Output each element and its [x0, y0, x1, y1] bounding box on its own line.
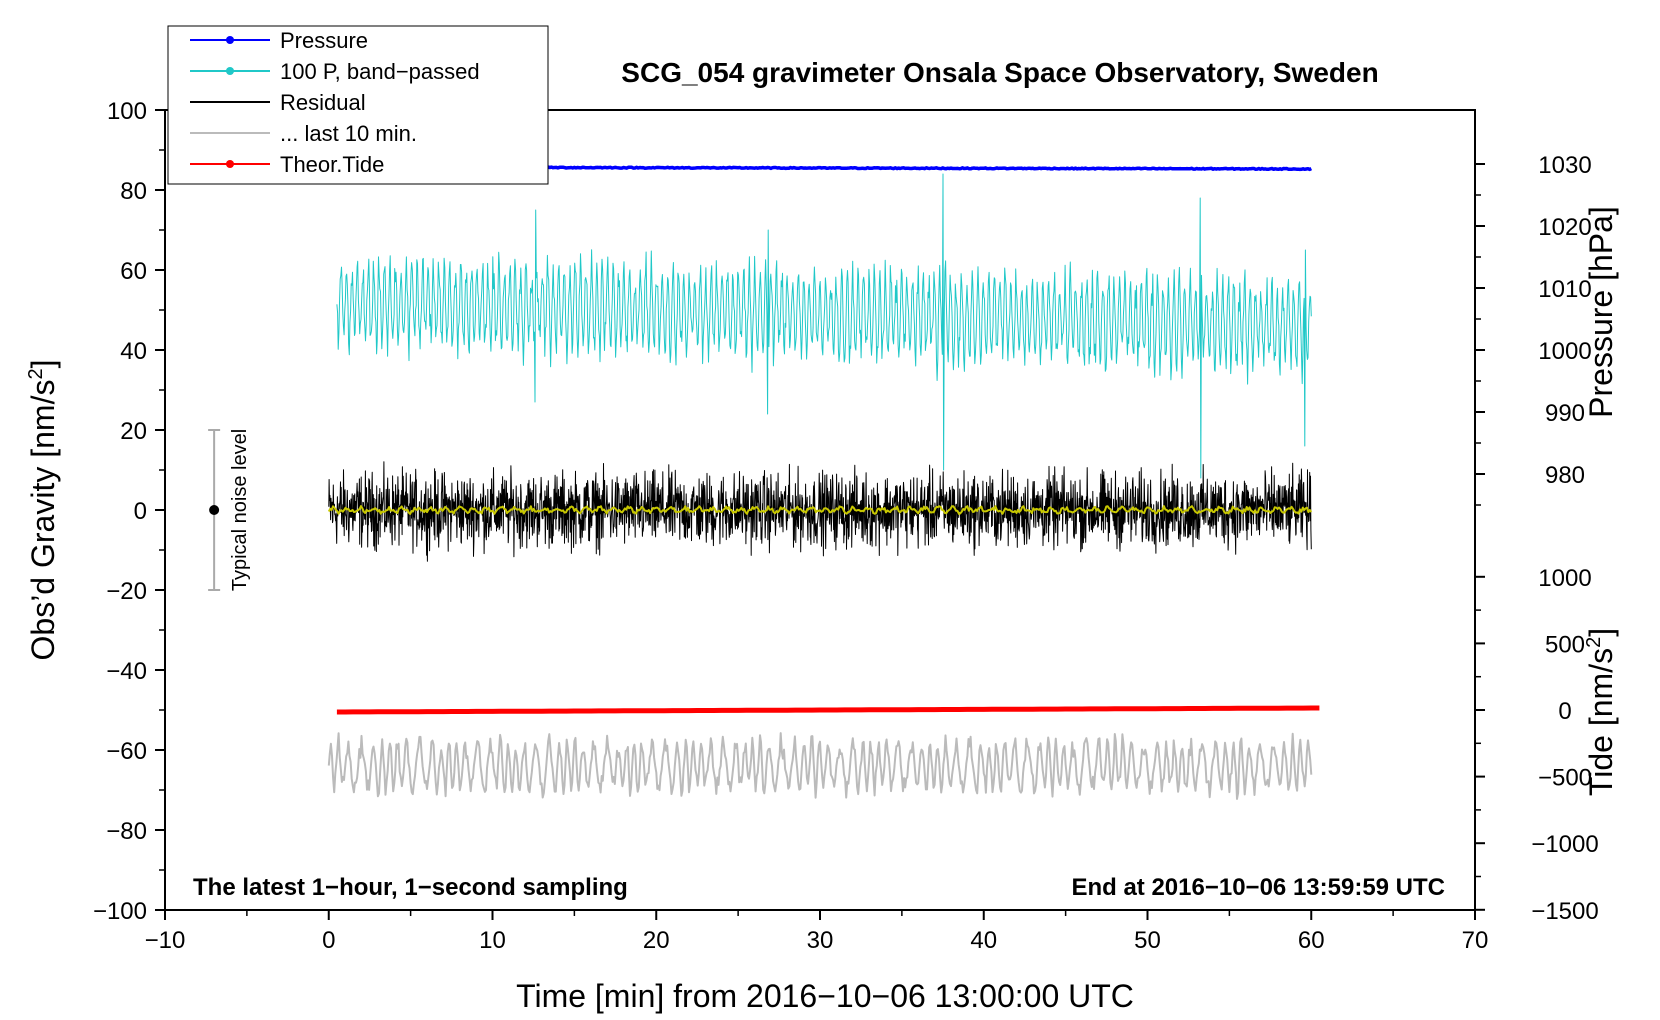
- chart-title: SCG_054 gravimeter Onsala Space Observat…: [621, 57, 1378, 88]
- y-axis-title-tide-main: Tide [nm/s: [1583, 648, 1619, 796]
- legend-label: Pressure: [280, 28, 368, 53]
- y-tick-label: 40: [120, 338, 147, 365]
- x-tick-label: −10: [145, 927, 186, 954]
- pressure-tick-label: 1010: [1538, 276, 1591, 303]
- legend: Pressure 100 P, band−passed Residual ... la…: [167, 25, 549, 185]
- y-axis-title-tide-sup: 2: [1583, 637, 1605, 648]
- y-tick-label: −20: [106, 578, 147, 605]
- pressure-tick-label: 1020: [1538, 214, 1591, 241]
- y-axis-tide: 1000 500 0 −500 −1000 −1500: [1475, 565, 1599, 925]
- pressure-tick-label: 990: [1545, 400, 1585, 427]
- y-axis-title-gravity-main: Obs’d Gravity [nm/s: [25, 380, 61, 661]
- y-tick-label: −100: [93, 898, 147, 925]
- noise-level-bar: Typical noise level: [208, 429, 251, 591]
- legend-box: [167, 25, 549, 185]
- y-tick-label: 80: [120, 178, 147, 205]
- tide-tick-label: −500: [1538, 765, 1592, 792]
- legend-marker: [226, 36, 234, 44]
- y-tick-label: −80: [106, 818, 147, 845]
- noise-bar-label: Typical noise level: [229, 429, 251, 591]
- legend-marker: [226, 160, 234, 168]
- annotation-left: The latest 1−hour, 1−second sampling: [193, 874, 628, 901]
- series-layer: [327, 164, 1320, 800]
- residual-series: [328, 461, 1312, 562]
- band-passed-pressure-series: [336, 173, 1312, 479]
- y-axis-gravity: 100 80 60 40 20 0 −20 −40 −60 −80 −100: [93, 98, 165, 925]
- legend-marker: [226, 67, 234, 75]
- x-tick-label: 30: [807, 927, 834, 954]
- y-axis-title-gravity-tail: ]: [25, 360, 61, 369]
- y-tick-label: 100: [107, 98, 147, 125]
- y-axis-title-tide-tail: ]: [1583, 628, 1619, 637]
- x-axis-title: Time [min] from 2016−10−06 13:00:00 UTC: [516, 978, 1134, 1014]
- noise-bar-center-dot: [209, 505, 220, 515]
- smoothed-residual-series: [327, 505, 1313, 515]
- pressure-tick-label: 1000: [1538, 338, 1591, 365]
- y-tick-label: −60: [106, 738, 147, 765]
- y-axis-title-gravity: Obs’d Gravity [nm/s2]: [25, 360, 61, 661]
- x-tick-label: 50: [1134, 927, 1161, 954]
- legend-label: Residual: [280, 90, 366, 115]
- tide-tick-label: 0: [1558, 698, 1571, 725]
- x-axis: −10 0 10 20 30 40 50 60 70: [145, 910, 1489, 954]
- pressure-tick-label: 1030: [1538, 152, 1591, 179]
- x-tick-label: 60: [1298, 927, 1325, 954]
- y-axis-title-pressure: Pressure [hPa]: [1583, 206, 1619, 418]
- tide-tick-label: −1000: [1531, 831, 1598, 858]
- tide-tick-label: 500: [1545, 631, 1585, 658]
- pressure-tick-label: 980: [1545, 462, 1585, 489]
- y-tick-label: −40: [106, 658, 147, 685]
- y-axis-pressure: 1030 1020 1010 1000 990 980: [1475, 152, 1592, 506]
- legend-entries: Pressure 100 P, band−passed Residual ... la…: [190, 28, 480, 177]
- x-tick-label: 40: [970, 927, 997, 954]
- y-tick-label: 0: [134, 498, 147, 525]
- tide-tick-label: 1000: [1538, 565, 1591, 592]
- x-tick-label: 20: [643, 927, 670, 954]
- annotation-right: End at 2016−10−06 13:59:59 UTC: [1071, 874, 1445, 901]
- y-axis-title-tide: Tide [nm/s2]: [1583, 628, 1619, 796]
- tide-tick-label: −1500: [1531, 898, 1598, 925]
- theoretical-tide-series: [336, 705, 1320, 715]
- legend-label: 100 P, band−passed: [280, 59, 480, 84]
- last-10-min-series: [327, 732, 1313, 800]
- legend-label: Theor.Tide: [280, 152, 384, 177]
- y-axis-title-gravity-sup: 2: [25, 368, 47, 379]
- y-tick-label: 60: [120, 258, 147, 285]
- y-tick-label: 20: [120, 418, 147, 445]
- legend-label: ... last 10 min.: [280, 121, 417, 146]
- x-tick-label: 10: [479, 927, 506, 954]
- x-tick-label: 0: [322, 927, 335, 954]
- x-tick-label: 70: [1462, 927, 1489, 954]
